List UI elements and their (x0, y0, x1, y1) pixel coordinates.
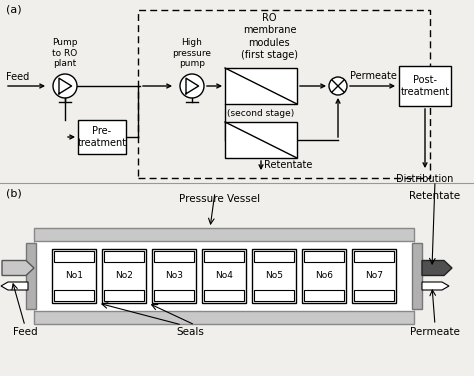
FancyBboxPatch shape (304, 251, 344, 262)
FancyBboxPatch shape (202, 249, 246, 303)
Text: Distribution: Distribution (396, 174, 454, 184)
FancyBboxPatch shape (102, 249, 146, 303)
FancyBboxPatch shape (302, 249, 346, 303)
Circle shape (329, 77, 347, 95)
Circle shape (180, 74, 204, 98)
FancyBboxPatch shape (52, 249, 96, 303)
Text: Post-
treatment: Post- treatment (401, 75, 449, 97)
FancyBboxPatch shape (78, 120, 126, 154)
FancyBboxPatch shape (154, 251, 194, 262)
FancyArrow shape (1, 282, 28, 290)
Text: No7: No7 (365, 271, 383, 280)
FancyBboxPatch shape (225, 68, 297, 104)
Text: RO
membrane
modules
(first stage): RO membrane modules (first stage) (241, 13, 298, 60)
FancyArrow shape (422, 282, 449, 290)
FancyBboxPatch shape (354, 251, 394, 262)
Text: Permeate: Permeate (350, 71, 397, 81)
Text: No4: No4 (215, 271, 233, 280)
FancyBboxPatch shape (104, 290, 144, 301)
FancyBboxPatch shape (54, 290, 94, 301)
Text: No5: No5 (265, 271, 283, 280)
FancyArrow shape (2, 261, 34, 276)
FancyBboxPatch shape (152, 249, 196, 303)
Text: Feed: Feed (6, 72, 29, 82)
Text: Retentate: Retentate (264, 160, 312, 170)
FancyBboxPatch shape (399, 66, 451, 106)
Text: No6: No6 (315, 271, 333, 280)
Text: High
pressure
pump: High pressure pump (173, 38, 211, 68)
Text: Retentate: Retentate (410, 191, 461, 201)
Text: Permeate: Permeate (410, 327, 460, 337)
FancyBboxPatch shape (26, 243, 36, 309)
FancyBboxPatch shape (225, 122, 297, 158)
FancyBboxPatch shape (204, 290, 244, 301)
FancyBboxPatch shape (104, 251, 144, 262)
FancyBboxPatch shape (412, 243, 422, 309)
Text: Feed: Feed (13, 327, 37, 337)
Text: (second stage): (second stage) (228, 109, 295, 118)
FancyBboxPatch shape (354, 290, 394, 301)
FancyBboxPatch shape (154, 290, 194, 301)
FancyBboxPatch shape (254, 251, 294, 262)
FancyArrow shape (422, 261, 452, 276)
FancyBboxPatch shape (352, 249, 396, 303)
FancyBboxPatch shape (254, 290, 294, 301)
FancyBboxPatch shape (34, 228, 414, 241)
FancyBboxPatch shape (34, 311, 414, 324)
FancyBboxPatch shape (54, 251, 94, 262)
Text: Pre-
treatment: Pre- treatment (77, 126, 127, 148)
FancyBboxPatch shape (204, 251, 244, 262)
Text: (b): (b) (6, 188, 22, 198)
Text: No3: No3 (165, 271, 183, 280)
FancyBboxPatch shape (252, 249, 296, 303)
Text: No2: No2 (115, 271, 133, 280)
Text: Pressure Vessel: Pressure Vessel (180, 194, 261, 204)
Text: Pump
to RO
plant: Pump to RO plant (52, 38, 78, 68)
FancyBboxPatch shape (34, 241, 414, 311)
Text: No1: No1 (65, 271, 83, 280)
Circle shape (53, 74, 77, 98)
Text: (a): (a) (6, 4, 22, 14)
FancyBboxPatch shape (304, 290, 344, 301)
Text: Seals: Seals (176, 327, 204, 337)
